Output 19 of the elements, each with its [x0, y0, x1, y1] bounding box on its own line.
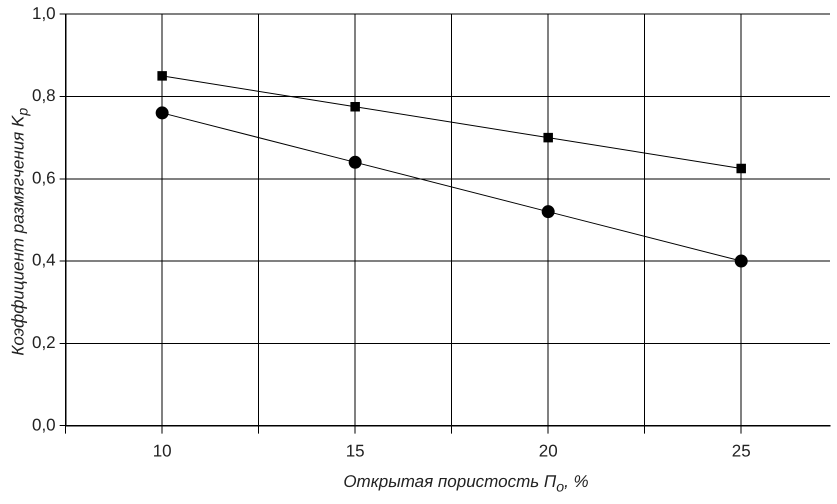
point	[543, 132, 553, 142]
point	[348, 156, 362, 169]
point	[350, 102, 360, 112]
point	[156, 106, 169, 120]
y-tick-label: 0,4	[32, 250, 56, 270]
y-tick-label: 0,0	[32, 415, 56, 434]
point	[157, 71, 167, 81]
x-tick-label: 15	[346, 441, 365, 460]
point	[734, 254, 748, 268]
x-axis-title: Открытая пористость П$_{о}$, %	[342, 472, 590, 496]
point	[542, 205, 555, 218]
y-tick-label: 0,6	[32, 168, 56, 188]
y-tick-label: 0,8	[32, 86, 56, 106]
y-tick-label: 1,0	[32, 4, 56, 23]
y-tick-label: 0,2	[32, 333, 56, 352]
x-tick-label: 25	[732, 441, 751, 460]
x-tick-label: 20	[538, 441, 558, 460]
x-tick-label: 10	[152, 441, 172, 460]
point	[736, 164, 746, 174]
